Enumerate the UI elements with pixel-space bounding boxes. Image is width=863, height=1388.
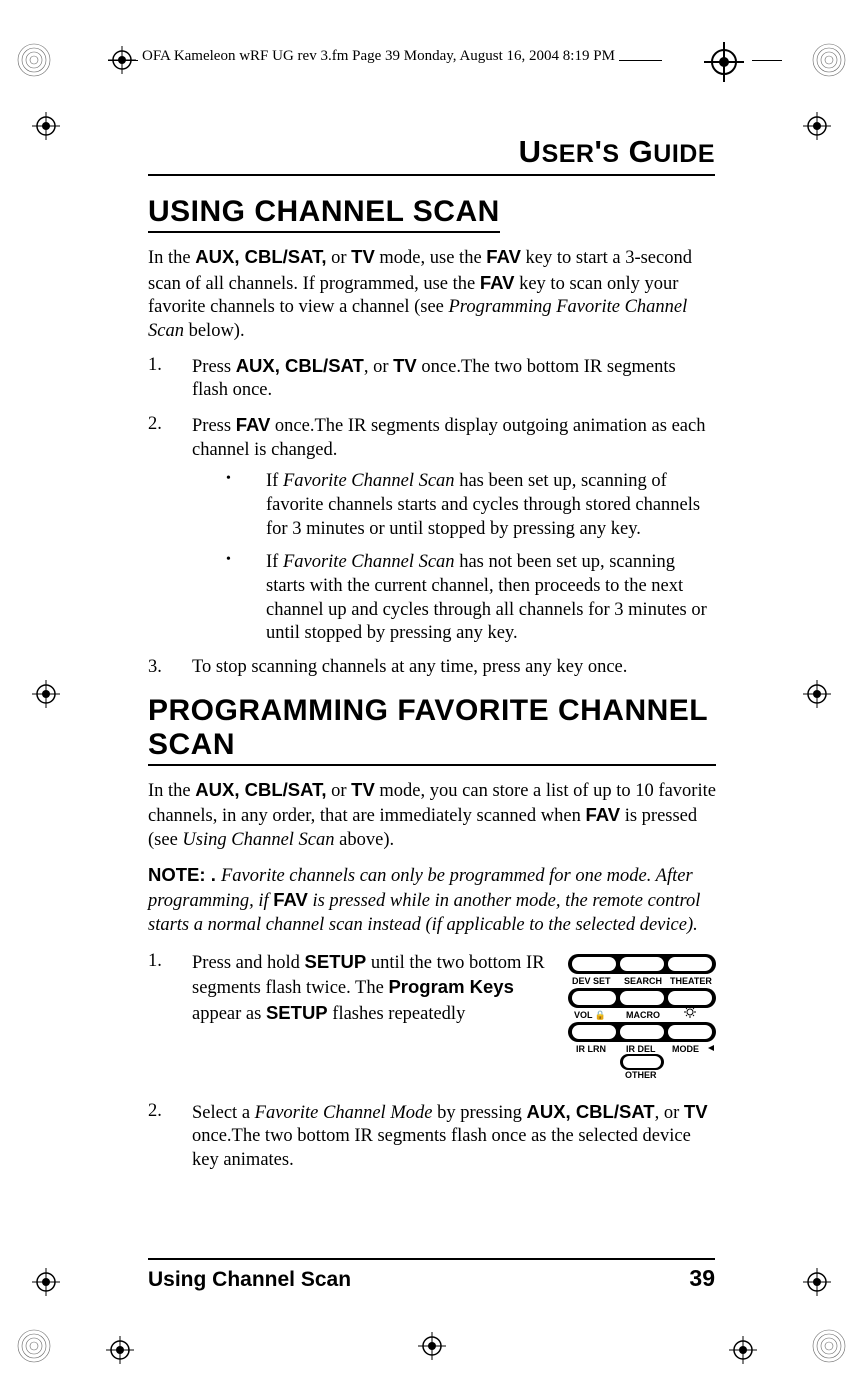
registration-mark-icon — [803, 112, 831, 140]
printer-mark-rosette — [811, 1328, 847, 1364]
svg-text:MACRO: MACRO — [626, 1010, 660, 1020]
list-item: 1. Press AUX, CBL/SAT, or TV once.The tw… — [148, 354, 716, 403]
svg-text:IR LRN: IR LRN — [576, 1044, 606, 1054]
printer-mark-rosette — [16, 1328, 52, 1364]
registration-mark-icon — [418, 1332, 446, 1360]
step-number: 1. — [148, 354, 162, 378]
step-number: 3. — [148, 656, 162, 680]
procedure-list: 1. Press and hold SETUP until the two bo… — [148, 950, 716, 1173]
note-paragraph: NOTE: . Favorite channels can only be pr… — [148, 863, 716, 938]
printer-mark-rosette — [16, 42, 52, 78]
registration-mark-icon — [729, 1336, 757, 1364]
registration-mark-icon — [704, 42, 744, 87]
intro-paragraph: In the AUX, CBL/SAT, or TV mode, use the… — [148, 245, 716, 344]
registration-mark-icon — [803, 680, 831, 708]
remote-keys-figure: DEV SET SEARCH THEATER VOL 🔒 MACRO — [562, 950, 722, 1088]
list-item: 2. Press FAV once.The IR segments displa… — [148, 413, 716, 646]
running-head-text: U — [519, 134, 542, 169]
registration-mark-icon — [108, 46, 136, 74]
svg-text:OTHER: OTHER — [625, 1070, 657, 1080]
running-head-rule — [148, 174, 715, 176]
svg-text:SEARCH: SEARCH — [624, 976, 662, 986]
page-footer: Using Channel Scan 39 — [148, 1265, 715, 1292]
sub-bullets: If Favorite Channel Scan has been set up… — [192, 470, 716, 646]
list-item: If Favorite Channel Scan has been set up… — [192, 470, 716, 541]
step-number: 2. — [148, 1100, 162, 1124]
list-item: 3. To stop scanning channels at any time… — [148, 656, 716, 680]
note-label: NOTE: . — [148, 864, 221, 885]
crop-rule — [752, 60, 782, 61]
crop-header-text: OFA Kameleon wRF UG rev 3.fm Page 39 Mon… — [138, 48, 619, 65]
registration-mark-icon — [32, 680, 60, 708]
printer-mark-rosette — [811, 42, 847, 78]
remote-label: DEV SET — [572, 976, 611, 986]
svg-text:MODE: MODE — [672, 1044, 699, 1054]
svg-text:IR DEL: IR DEL — [626, 1044, 656, 1054]
section-heading: PROGRAMMING FAVORITE CHANNEL SCAN — [148, 694, 716, 766]
registration-mark-icon — [32, 1268, 60, 1296]
footer-section-title: Using Channel Scan — [148, 1268, 351, 1292]
registration-mark-icon — [803, 1268, 831, 1296]
page-number: 39 — [689, 1265, 715, 1292]
svg-text:VOL 🔒: VOL 🔒 — [574, 1010, 606, 1020]
registration-mark-icon — [32, 112, 60, 140]
registration-mark-icon — [106, 1336, 134, 1364]
running-head: USER'S GUIDE — [519, 134, 715, 170]
footer-rule — [148, 1258, 715, 1260]
section-heading: USING CHANNEL SCAN — [148, 195, 500, 233]
svg-text:THEATER: THEATER — [670, 976, 712, 986]
list-item: If Favorite Channel Scan has not been se… — [192, 551, 716, 646]
page-content: USING CHANNEL SCAN In the AUX, CBL/SAT, … — [148, 195, 716, 1187]
list-item: 2. Select a Favorite Channel Mode by pre… — [148, 1100, 716, 1173]
step-number: 1. — [148, 950, 162, 974]
list-item: 1. Press and hold SETUP until the two bo… — [148, 950, 716, 1090]
step-number: 2. — [148, 413, 162, 437]
procedure-list: 1. Press AUX, CBL/SAT, or TV once.The tw… — [148, 354, 716, 680]
intro-paragraph: In the AUX, CBL/SAT, or TV mode, you can… — [148, 778, 716, 853]
